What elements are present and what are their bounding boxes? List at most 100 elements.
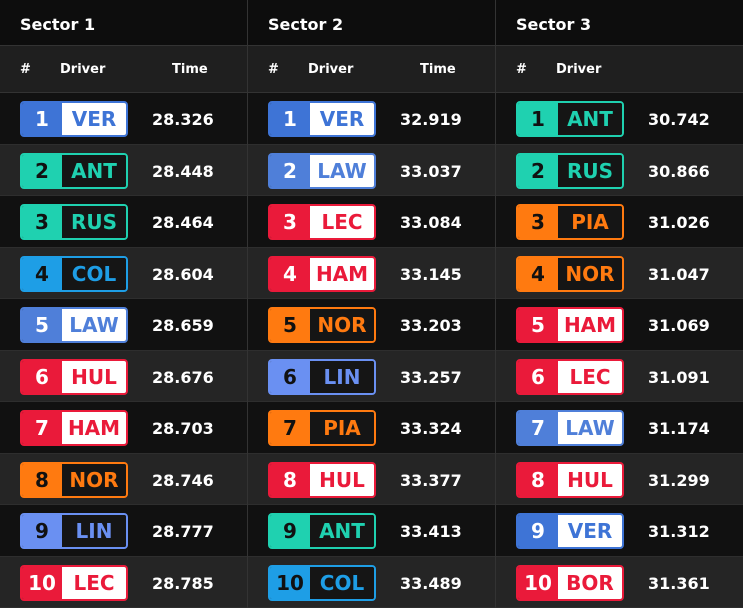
position: 10 [22,566,62,599]
driver-code: RUS [558,154,622,187]
sector-time: 31.312 [648,522,710,541]
column-headers: # Driver [496,46,743,93]
sector-time: 31.047 [648,264,710,284]
driver-code: RUS [62,206,126,238]
result-row: 5 HAM 31.069 [496,299,743,351]
result-row: 10 LEC 28.785 [0,556,247,608]
sector-title: Sector 3 [496,0,743,46]
driver-badge: 1 VER [20,101,128,137]
driver-code: LAW [558,412,622,444]
position: 4 [22,257,62,290]
result-row: 10 BOR 31.361 [496,556,743,608]
driver-badge: 7 HAM [20,410,128,446]
column-headers: # Driver Time [248,46,495,93]
driver-badge: 4 NOR [516,255,624,292]
position: 1 [270,103,310,135]
driver-code: NOR [558,257,622,290]
result-row: 8 HUL 33.377 [248,453,495,505]
position: 7 [518,412,558,444]
driver-badge: 4 HAM [268,255,376,292]
sector-time: 33.037 [400,161,462,181]
sector-time: 31.091 [648,367,710,387]
driver-badge: 6 LIN [268,358,376,395]
sector-time: 28.777 [152,522,214,541]
driver-badge: 6 HUL [20,358,128,395]
driver-badge: 2 ANT [20,152,128,189]
result-row: 7 PIA 33.324 [248,402,495,454]
result-row: 3 RUS 28.464 [0,196,247,248]
position: 6 [270,360,310,393]
driver-code: COL [310,566,374,599]
driver-code: LAW [62,309,126,341]
result-row: 5 LAW 28.659 [0,299,247,351]
sector-time: 31.026 [648,213,710,232]
driver-code: ANT [62,154,126,187]
column-header: # [20,62,31,77]
result-row: 2 LAW 33.037 [248,144,495,196]
driver-badge: 9 LIN [20,513,128,549]
sector-time: 33.145 [400,264,462,284]
driver-code: HAM [310,257,374,290]
driver-badge: 3 RUS [20,204,128,240]
driver-code: NOR [310,309,374,341]
position: 9 [270,515,310,547]
position: 1 [518,103,558,135]
driver-code: HAM [62,412,126,444]
sector-time: 33.084 [400,213,462,232]
driver-badge: 7 LAW [516,410,624,446]
driver-code: COL [62,257,126,290]
position: 7 [22,412,62,444]
result-row: 1 VER 28.326 [0,93,247,145]
driver-badge: 8 HUL [268,461,376,498]
sector-title: Sector 1 [0,0,247,46]
sector-column: Sector 2 # Driver Time 1 VER 32.919 2 LAW 33.037 3… [248,0,496,608]
column-header: Driver [308,62,354,77]
column-header: # [516,62,527,77]
sector-time: 28.676 [152,367,214,387]
sector-time: 28.746 [152,470,214,490]
sector-time: 31.069 [648,316,710,335]
result-row: 8 NOR 28.746 [0,453,247,505]
result-row: 4 COL 28.604 [0,247,247,299]
sector-time: 31.361 [648,573,710,593]
driver-badge: 8 NOR [20,461,128,498]
position: 8 [518,463,558,496]
position: 6 [22,360,62,393]
position: 8 [270,463,310,496]
driver-badge: 7 PIA [268,410,376,446]
driver-badge: 2 LAW [268,152,376,189]
sector-time: 33.257 [400,367,462,387]
sector-time: 31.174 [648,419,710,438]
position: 10 [270,566,310,599]
column-headers: # Driver Time [0,46,247,93]
sector-time: 28.464 [152,213,214,232]
sector-column: Sector 3 # Driver 1 ANT 30.742 2 RUS 30.866 3 PIA 3… [496,0,743,608]
driver-badge: 4 COL [20,255,128,292]
driver-code: PIA [310,412,374,444]
rows: 1 VER 32.919 2 LAW 33.037 3 LEC 33.084 4 HAM 33.145… [248,93,495,608]
position: 4 [518,257,558,290]
sector-time: 32.919 [400,110,462,129]
driver-code: VER [558,515,622,547]
result-row: 1 VER 32.919 [248,93,495,145]
position: 8 [22,463,62,496]
result-row: 1 ANT 30.742 [496,93,743,145]
driver-badge: 3 PIA [516,204,624,240]
driver-badge: 2 RUS [516,152,624,189]
driver-code: LEC [558,360,622,393]
column-header: Time [172,62,208,77]
result-row: 7 LAW 31.174 [496,402,743,454]
sector-time: 33.489 [400,573,462,593]
driver-badge: 5 HAM [516,307,624,343]
column-header: Driver [60,62,106,77]
result-row: 9 VER 31.312 [496,505,743,557]
position: 4 [270,257,310,290]
column-header: Time [420,62,456,77]
driver-code: VER [62,103,126,135]
position: 9 [518,515,558,547]
driver-code: PIA [558,206,622,238]
driver-code: LIN [310,360,374,393]
driver-code: HUL [558,463,622,496]
